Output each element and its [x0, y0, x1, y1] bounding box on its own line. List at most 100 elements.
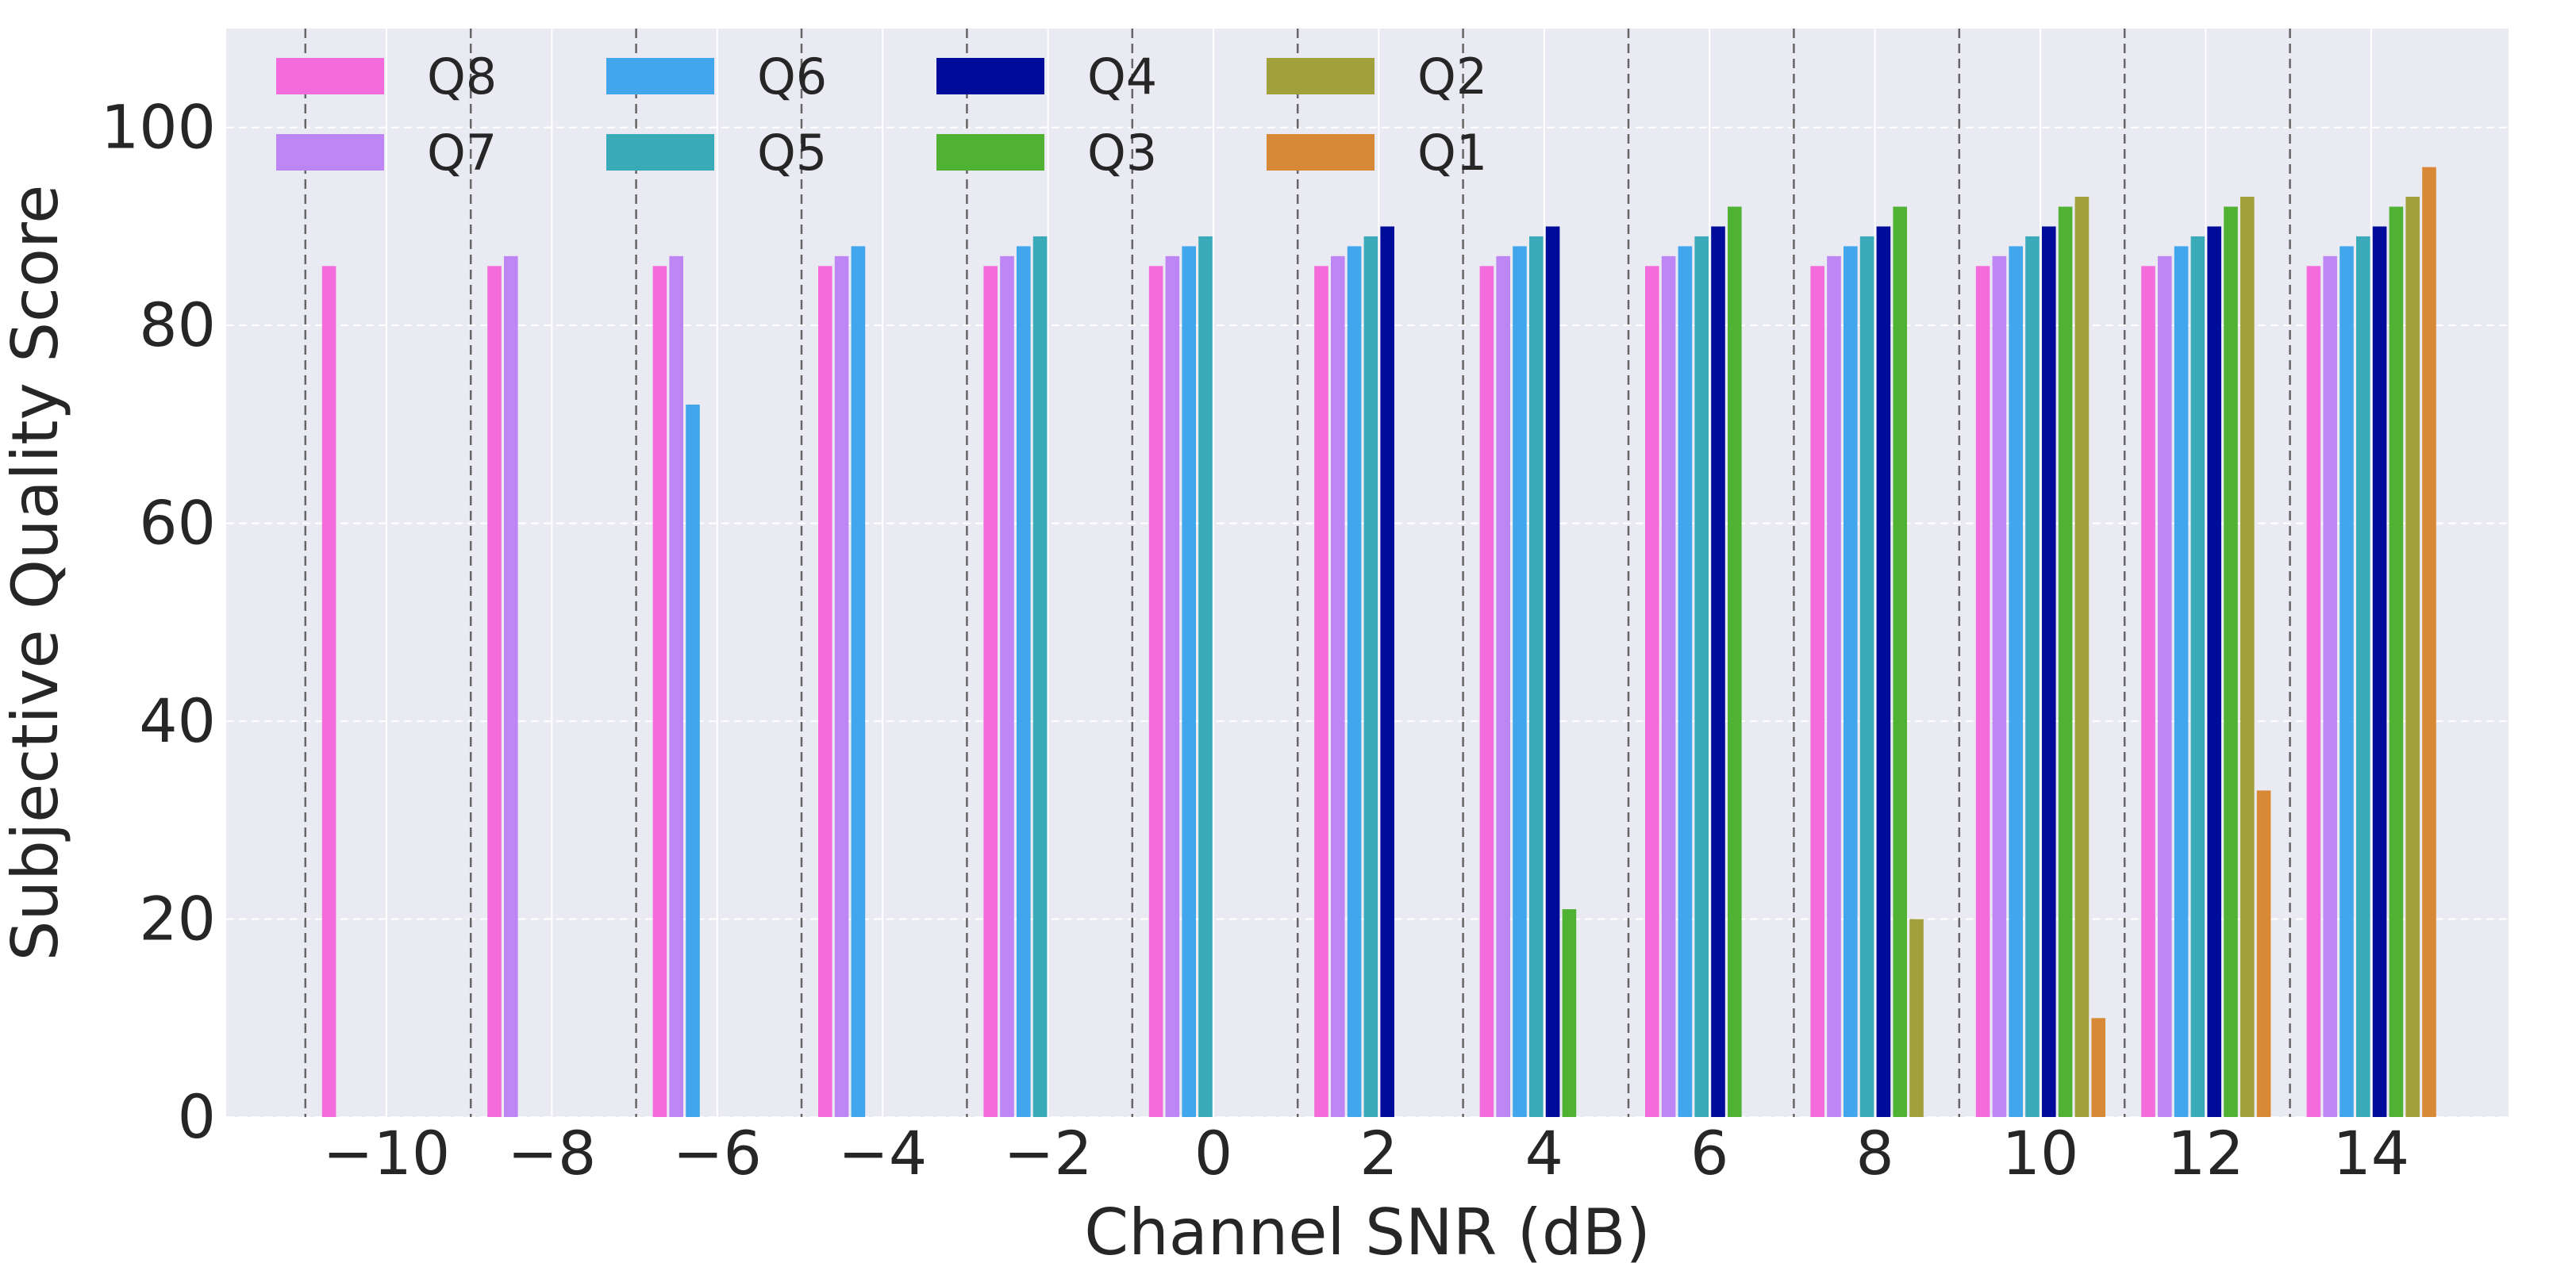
bar-q8 — [983, 266, 998, 1117]
legend-label: Q7 — [427, 124, 497, 182]
legend-label: Q5 — [757, 124, 827, 182]
bar-q7 — [834, 255, 849, 1117]
legend-label: Q3 — [1087, 124, 1157, 182]
legend-label: Q8 — [427, 48, 497, 106]
bar-q6 — [686, 404, 700, 1117]
legend-swatch — [936, 58, 1044, 94]
legend-item-q1: Q1 — [1267, 124, 1487, 182]
bar-q7 — [1827, 255, 1841, 1117]
bar-q4 — [1380, 226, 1394, 1117]
bar-q8 — [818, 266, 832, 1117]
bar-q6 — [2009, 246, 2023, 1117]
bar-q5 — [1032, 236, 1048, 1118]
legend-swatch — [276, 58, 384, 94]
legend-label: Q6 — [757, 48, 827, 106]
bar-q3 — [2389, 206, 2404, 1118]
bar-q1 — [2422, 167, 2436, 1118]
bar-q8 — [1810, 266, 1824, 1117]
bar-q7 — [2158, 255, 2172, 1117]
x-tick-label: 10 — [2002, 1118, 2079, 1188]
bar-q6 — [851, 246, 866, 1117]
bar-q7 — [2323, 255, 2337, 1117]
bar-q1 — [2256, 790, 2271, 1117]
x-tick-label: 14 — [2332, 1118, 2409, 1188]
grid-layer — [226, 29, 2509, 1118]
x-tick-label: 0 — [1194, 1118, 1232, 1188]
bar-q7 — [1496, 255, 1510, 1117]
bar-q8 — [652, 266, 667, 1117]
bar-q5 — [1694, 236, 1709, 1118]
bar-q2 — [2074, 197, 2090, 1117]
bar-q5 — [2356, 236, 2370, 1118]
bar-q3 — [2058, 206, 2073, 1118]
legend-label: Q2 — [1417, 48, 1487, 106]
group-separators — [304, 29, 2291, 1117]
bar-q6 — [2340, 246, 2354, 1117]
legend-label: Q4 — [1087, 48, 1157, 106]
bar-q5 — [1363, 236, 1378, 1118]
bar-q3 — [1893, 206, 1907, 1118]
bar-q6 — [1017, 246, 1031, 1117]
bar-q8 — [2141, 266, 2155, 1117]
legend-item-q4: Q4 — [936, 48, 1157, 106]
legend-swatch — [1267, 134, 1375, 171]
bar-q6 — [1844, 246, 1858, 1117]
x-tick-label: 12 — [2167, 1118, 2244, 1188]
legend-item-q8: Q8 — [276, 48, 497, 106]
bar-q2 — [2240, 197, 2255, 1117]
bar-q7 — [1331, 255, 1345, 1117]
y-tick-label: 60 — [139, 488, 216, 559]
bar-q8 — [487, 266, 502, 1117]
x-axis-label: Channel SNR (dB) — [1084, 1196, 1651, 1269]
bar-q4 — [2042, 226, 2056, 1117]
bar-q8 — [1645, 266, 1659, 1117]
x-tick-label: 6 — [1690, 1118, 1728, 1188]
bar-q8 — [1148, 266, 1163, 1117]
bar-q2 — [2405, 197, 2420, 1117]
bar-q6 — [1182, 246, 1196, 1117]
y-tick-label: 0 — [178, 1081, 216, 1152]
bar-q4 — [1545, 226, 1560, 1117]
bar-q7 — [669, 255, 683, 1117]
x-tick-label: −4 — [838, 1118, 927, 1188]
bar-q8 — [2306, 266, 2321, 1117]
legend-swatch — [1267, 58, 1375, 94]
legend-label: Q1 — [1417, 124, 1487, 182]
bar-q2 — [1909, 919, 1924, 1117]
x-tick-label: −6 — [673, 1118, 762, 1188]
legend-item-q3: Q3 — [936, 124, 1157, 182]
bar-q4 — [1876, 226, 1891, 1117]
y-tick-label: 20 — [139, 884, 216, 954]
bar-q6 — [1347, 246, 1362, 1117]
y-axis-label: Subjective Quality Score — [0, 185, 72, 962]
bar-q4 — [2372, 226, 2387, 1117]
bar-q7 — [1165, 255, 1180, 1117]
x-tick-label: −2 — [1004, 1118, 1093, 1188]
bar-q5 — [1859, 236, 1874, 1118]
legend-item-q6: Q6 — [606, 48, 827, 106]
bar-q6 — [1513, 246, 1527, 1117]
legend-swatch — [276, 134, 384, 171]
bar-q8 — [1975, 266, 1990, 1117]
legend-item-q5: Q5 — [606, 124, 827, 182]
bar-q6 — [1678, 246, 1693, 1117]
bar-q4 — [1711, 226, 1725, 1117]
bar-q7 — [1992, 255, 2007, 1117]
y-tick-labels: 0 20 40 60 80 100 — [101, 92, 216, 1152]
bar-q3 — [1562, 909, 1577, 1117]
bar-q8 — [1479, 266, 1494, 1117]
legend-swatch — [936, 134, 1044, 171]
bar-q1 — [2091, 1018, 2105, 1117]
legend: Q8 Q7 Q6 Q5 Q4 Q3 Q2 Q1 — [276, 48, 1487, 182]
legend-item-q2: Q2 — [1267, 48, 1487, 106]
bar-q7 — [504, 255, 518, 1117]
x-tick-label: 4 — [1525, 1118, 1563, 1188]
x-tick-label: 2 — [1359, 1118, 1398, 1188]
x-tick-label: −8 — [507, 1118, 596, 1188]
bars-layer — [321, 167, 2436, 1118]
bar-q8 — [1314, 266, 1328, 1117]
bar-q7 — [1661, 255, 1676, 1117]
bar-q8 — [321, 266, 336, 1117]
